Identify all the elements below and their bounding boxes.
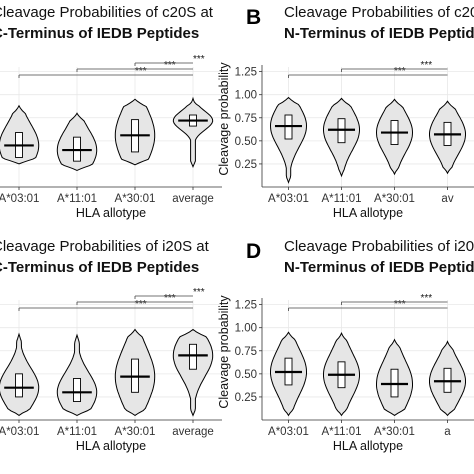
significance-label: *** — [193, 54, 205, 65]
y-tick-label: 0.75 — [235, 346, 257, 358]
x-axis-title: HLA allotype — [76, 206, 146, 220]
x-axis-title: HLA allotype — [76, 439, 146, 453]
y-tick-label: 0.50 — [235, 369, 257, 381]
panel-d: Cleavage Probabilities of i20S N-Terminus… — [217, 238, 474, 453]
x-tick-label: A*11:01 — [321, 426, 361, 438]
panel-title-line1: Cleavage Probabilities of i20S at — [0, 238, 210, 255]
significance-label: *** — [135, 299, 147, 310]
panel-title-line2: C-Terminus of IEDB Peptides — [0, 25, 199, 42]
panel-b: Cleavage Probabilities of c20 N-Terminus … — [217, 4, 474, 220]
x-tick-label: A*11:01 — [57, 426, 97, 438]
iqr-box-0 — [15, 373, 23, 398]
x-axis-title: HLA allotype — [333, 439, 403, 453]
significance-label: *** — [394, 66, 406, 77]
y-tick-label: 0.25 — [235, 159, 257, 171]
iqr-box-1 — [73, 378, 81, 402]
x-tick-label: A*11:01 — [321, 193, 361, 205]
panel-title-line1: Cleavage Probabilities of i20S — [284, 238, 474, 255]
panel-title-line2: N-Terminus of IEDB Peptides — [284, 259, 474, 276]
significance-label: *** — [420, 60, 432, 71]
x-tick-label: A*03:01 — [0, 426, 39, 438]
panel-letter: D — [246, 240, 261, 263]
panel-letter: B — [246, 6, 261, 29]
x-tick-label: A*30:01 — [374, 193, 415, 205]
x-tick-label: A*03:01 — [0, 193, 39, 205]
significance-label: *** — [135, 66, 147, 77]
y-axis-title: Cleavage probability — [217, 295, 231, 409]
violin-0 — [269, 96, 308, 184]
violin-3 — [172, 328, 214, 417]
significance-label: *** — [394, 299, 406, 310]
panel-c: Cleavage Probabilities of i20S at C-Termi… — [0, 238, 222, 453]
x-axis-title: HLA allotype — [333, 206, 403, 220]
x-tick-label: a — [444, 426, 451, 438]
significance-label: *** — [193, 287, 205, 298]
x-tick-label: average — [172, 193, 214, 205]
y-axis-title: Cleavage probability — [217, 62, 231, 176]
panel-title-line1: Cleavage Probabilities of c20 — [284, 4, 474, 21]
significance-label: *** — [420, 293, 432, 304]
y-tick-label: 0.75 — [235, 113, 257, 125]
x-tick-label: A*11:01 — [57, 193, 97, 205]
y-tick-label: 1.00 — [235, 323, 257, 335]
x-tick-label: A*30:01 — [115, 426, 156, 438]
y-tick-label: 1.00 — [235, 90, 257, 102]
panel-title-line1: Cleavage Probabilities of c20S at — [0, 4, 214, 21]
y-tick-label: 1.25 — [235, 300, 257, 312]
iqr-box-3 — [189, 343, 197, 370]
violin-1 — [56, 333, 98, 416]
significance-label: *** — [164, 60, 176, 71]
x-tick-label: average — [172, 426, 214, 438]
violin-3 — [172, 96, 214, 168]
x-tick-label: A*03:01 — [268, 426, 309, 438]
y-tick-label: 1.25 — [235, 67, 257, 79]
panel-a: Cleavage Probabilities of c20S at C-Termi… — [0, 4, 222, 220]
x-tick-label: A*30:01 — [115, 193, 156, 205]
x-tick-label: A*30:01 — [374, 426, 415, 438]
x-tick-label: av — [441, 193, 453, 205]
y-tick-label: 0.25 — [235, 392, 257, 404]
x-tick-label: A*03:01 — [268, 193, 309, 205]
significance-label: *** — [164, 293, 176, 304]
panel-title-line2: C-Terminus of IEDB Peptides — [0, 259, 199, 276]
panel-title-line2: N-Terminus of IEDB Peptides — [284, 25, 474, 42]
y-tick-label: 0.50 — [235, 136, 257, 148]
